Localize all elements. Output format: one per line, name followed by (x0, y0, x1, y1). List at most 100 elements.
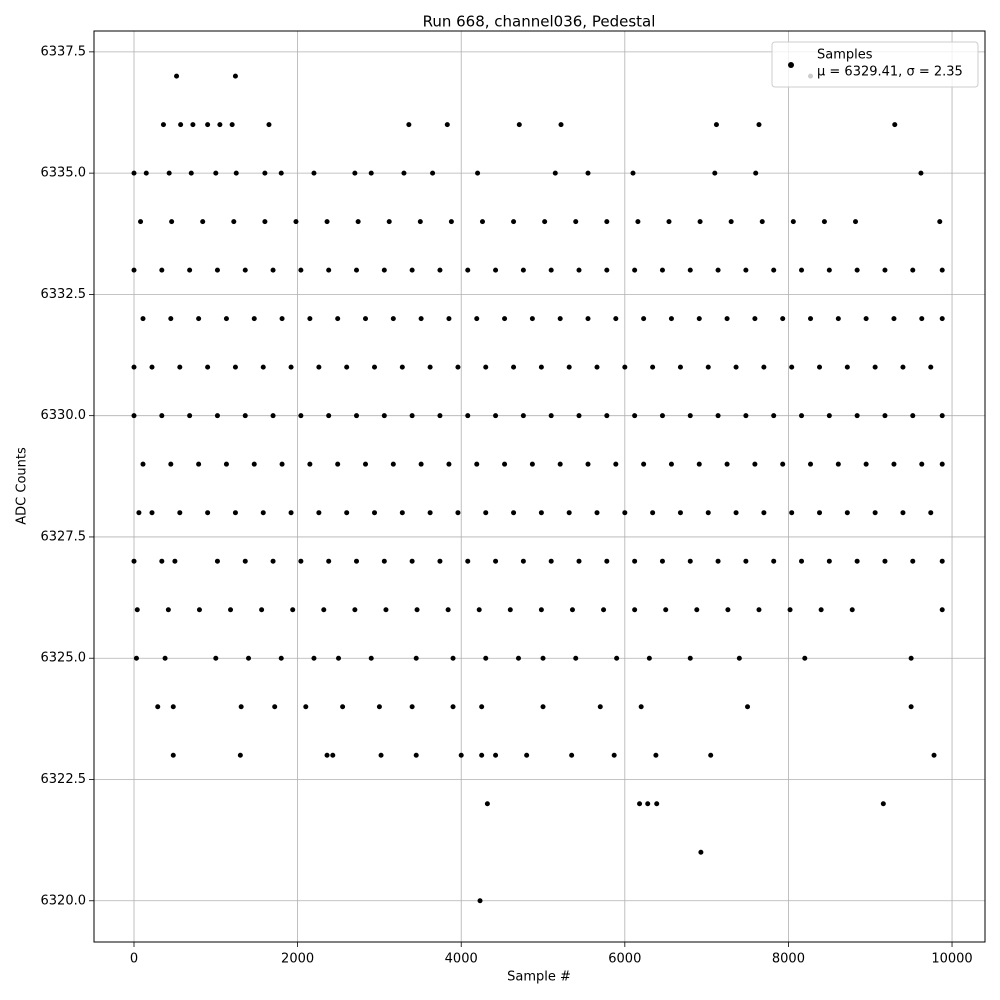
y-tick-label: 6327.5 (41, 529, 87, 544)
point (817, 364, 823, 370)
point (548, 413, 554, 419)
point (155, 704, 161, 710)
point (446, 316, 452, 322)
point (177, 364, 183, 370)
point (632, 413, 638, 419)
point (196, 461, 202, 467)
point (251, 316, 257, 322)
point (446, 461, 452, 467)
point (635, 219, 641, 225)
point (566, 364, 572, 370)
point (290, 607, 296, 613)
point (307, 316, 313, 322)
point (190, 122, 196, 128)
point (585, 316, 591, 322)
point (262, 219, 268, 225)
point (340, 704, 346, 710)
point (159, 413, 165, 419)
point (854, 267, 860, 273)
point (427, 510, 433, 516)
point (205, 364, 211, 370)
point (854, 558, 860, 564)
point (232, 510, 238, 516)
point (632, 558, 638, 564)
point (131, 558, 137, 564)
point (538, 510, 544, 516)
point (677, 364, 683, 370)
point (383, 607, 389, 613)
point (474, 461, 480, 467)
point (174, 73, 180, 79)
point (279, 316, 285, 322)
point (246, 655, 252, 661)
point (520, 413, 526, 419)
point (931, 752, 937, 758)
point (821, 219, 827, 225)
point (260, 364, 266, 370)
point (414, 607, 420, 613)
point (372, 510, 378, 516)
point (910, 558, 916, 564)
point (698, 849, 704, 855)
point (335, 461, 341, 467)
point (368, 655, 374, 661)
point (187, 267, 193, 273)
point (771, 267, 777, 273)
point (502, 316, 508, 322)
point (817, 510, 823, 516)
point (390, 461, 396, 467)
point (594, 510, 600, 516)
point (465, 558, 471, 564)
point (632, 267, 638, 273)
point (131, 364, 137, 370)
point (149, 364, 155, 370)
point (288, 364, 294, 370)
point (705, 364, 711, 370)
point (298, 267, 304, 273)
point (761, 510, 767, 516)
point (170, 704, 176, 710)
point (641, 461, 647, 467)
point (694, 607, 700, 613)
point (479, 704, 485, 710)
point (321, 607, 327, 613)
point (479, 219, 485, 225)
point (659, 558, 665, 564)
point (919, 316, 925, 322)
point (863, 461, 869, 467)
point (363, 461, 369, 467)
point (399, 364, 405, 370)
point (799, 267, 805, 273)
point (133, 655, 139, 661)
point (826, 413, 832, 419)
point (502, 461, 508, 467)
point (752, 461, 758, 467)
point (835, 316, 841, 322)
point (162, 655, 168, 661)
point (381, 413, 387, 419)
point (745, 704, 751, 710)
point (826, 558, 832, 564)
point (381, 558, 387, 564)
point (753, 170, 759, 176)
point (743, 558, 749, 564)
point (409, 267, 415, 273)
point (223, 316, 229, 322)
point (844, 510, 850, 516)
point (214, 558, 220, 564)
point (493, 413, 499, 419)
point (418, 461, 424, 467)
point (900, 364, 906, 370)
point (566, 510, 572, 516)
x-axis-label: Sample # (507, 970, 571, 985)
point (659, 267, 665, 273)
point (475, 170, 481, 176)
point (542, 219, 548, 225)
point (939, 316, 945, 322)
point (808, 316, 814, 322)
grid (94, 31, 985, 942)
point (743, 413, 749, 419)
point (908, 655, 914, 661)
point (808, 461, 814, 467)
point (538, 364, 544, 370)
